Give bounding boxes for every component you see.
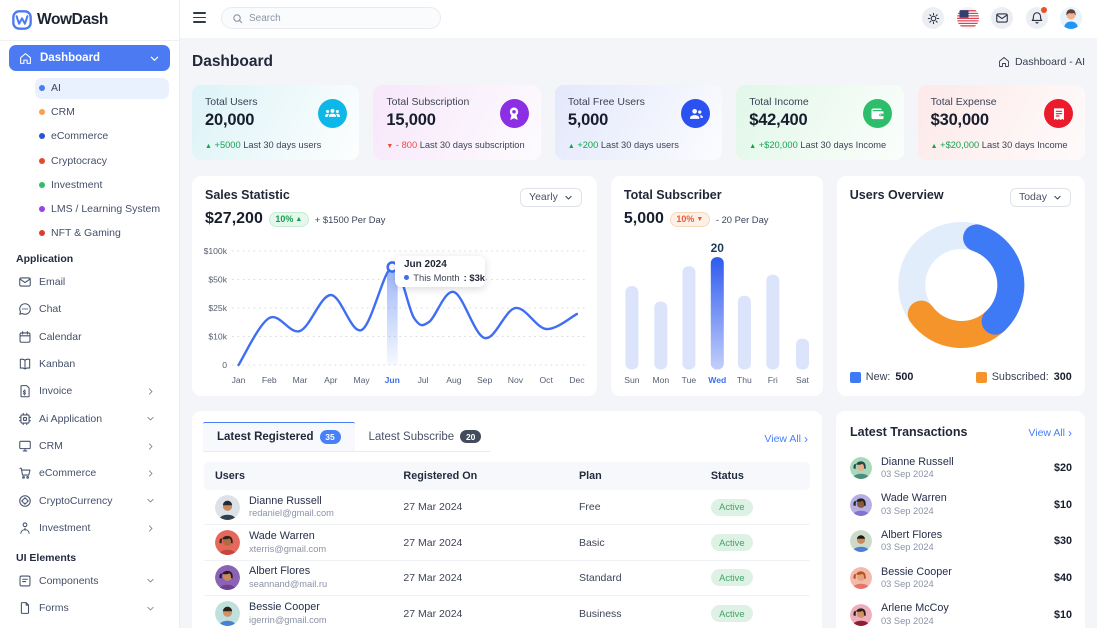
svg-text:Dec: Dec xyxy=(569,375,585,385)
svg-text:Fri: Fri xyxy=(768,375,778,385)
svg-text:May: May xyxy=(353,375,370,385)
svg-text:$25k: $25k xyxy=(208,303,227,313)
svg-text:Wed: Wed xyxy=(708,375,726,385)
svg-text:$50k: $50k xyxy=(208,275,227,285)
svg-text:Jul: Jul xyxy=(418,375,429,385)
svg-text:Jan: Jan xyxy=(232,375,246,385)
svg-text:Mon: Mon xyxy=(652,375,669,385)
svg-text:20: 20 xyxy=(710,241,724,255)
svg-text:Feb: Feb xyxy=(262,375,277,385)
svg-text:0: 0 xyxy=(222,360,227,370)
svg-text:Apr: Apr xyxy=(324,375,338,385)
svg-text:Aug: Aug xyxy=(446,375,462,385)
svg-text:Tue: Tue xyxy=(682,375,697,385)
svg-text:Sun: Sun xyxy=(624,375,640,385)
svg-text:Jun: Jun xyxy=(385,375,400,385)
svg-text:Thu: Thu xyxy=(737,375,752,385)
svg-text:Sat: Sat xyxy=(796,375,810,385)
svg-text:Sep: Sep xyxy=(477,375,493,385)
svg-text:$10k: $10k xyxy=(208,332,227,342)
svg-text:Oct: Oct xyxy=(540,375,554,385)
svg-text:$100k: $100k xyxy=(204,246,228,256)
svg-text:Mar: Mar xyxy=(293,375,308,385)
svg-text:Nov: Nov xyxy=(508,375,524,385)
